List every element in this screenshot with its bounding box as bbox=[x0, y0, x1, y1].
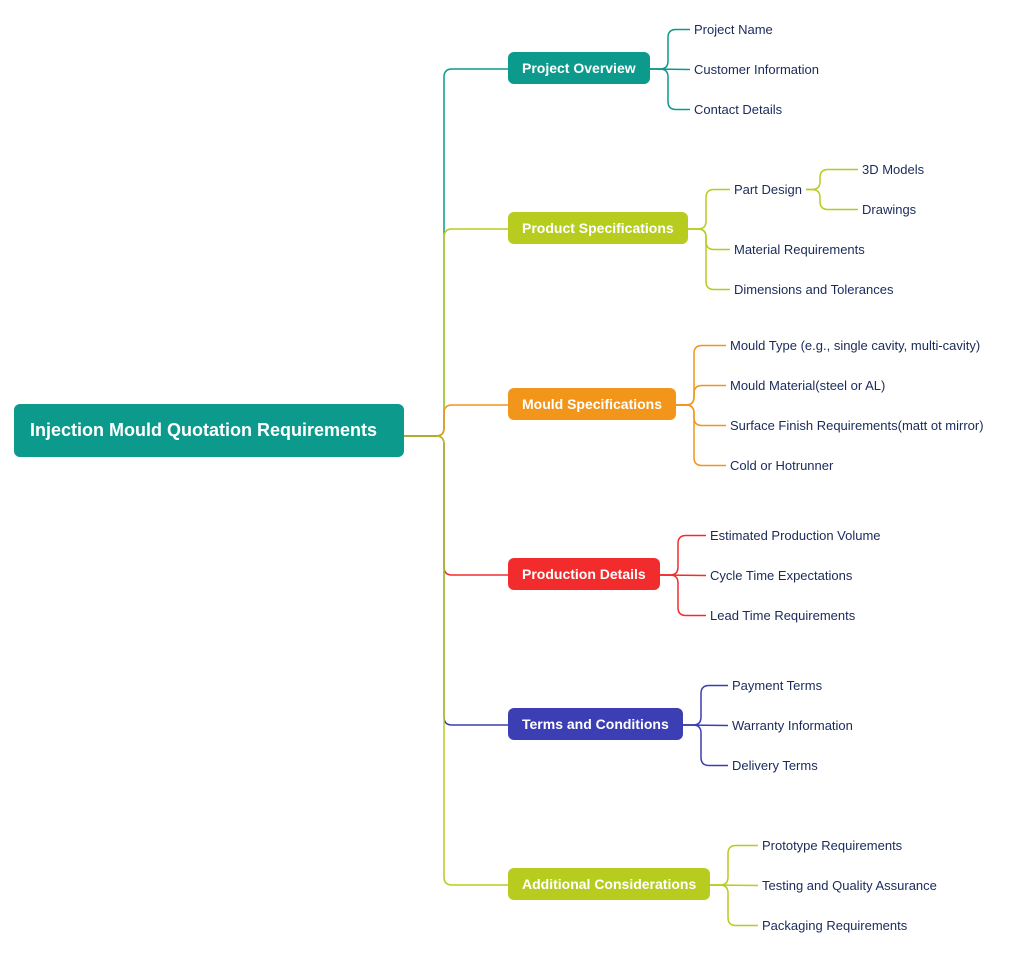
leaf-label: Drawings bbox=[862, 202, 916, 217]
leaf-label: Project Name bbox=[694, 22, 773, 37]
branch-label: Additional Considerations bbox=[522, 876, 696, 892]
leaf-node: Cycle Time Expectations bbox=[710, 568, 852, 583]
branch-node: Project Overview bbox=[508, 52, 650, 84]
root-node: Injection Mould Quotation Requirements bbox=[14, 404, 404, 457]
leaf-node: Part Design bbox=[734, 182, 802, 197]
connector-layer bbox=[0, 0, 1024, 972]
leaf-node: Payment Terms bbox=[732, 678, 822, 693]
leaf-label: Cold or Hotrunner bbox=[730, 458, 833, 473]
root-label: Injection Mould Quotation Requirements bbox=[30, 420, 377, 440]
branch-label: Terms and Conditions bbox=[522, 716, 669, 732]
leaf-node: Surface Finish Requirements(matt ot mirr… bbox=[730, 418, 984, 433]
leaf-label: Dimensions and Tolerances bbox=[734, 282, 893, 297]
leaf-label: Mould Type (e.g., single cavity, multi-c… bbox=[730, 338, 980, 353]
leaf-node: Warranty Information bbox=[732, 718, 853, 733]
leaf-label: Customer Information bbox=[694, 62, 819, 77]
leaf-label: Warranty Information bbox=[732, 718, 853, 733]
leaf-node: Mould Material(steel or AL) bbox=[730, 378, 885, 393]
leaf-node: Lead Time Requirements bbox=[710, 608, 855, 623]
leaf-node: Contact Details bbox=[694, 102, 782, 117]
branch-node: Additional Considerations bbox=[508, 868, 710, 900]
leaf-node: Mould Type (e.g., single cavity, multi-c… bbox=[730, 338, 980, 353]
leaf-label: Part Design bbox=[734, 182, 802, 197]
branch-node: Mould Specifications bbox=[508, 388, 676, 420]
leaf-label: Prototype Requirements bbox=[762, 838, 902, 853]
leaf-node: Prototype Requirements bbox=[762, 838, 902, 853]
leaf-label: Material Requirements bbox=[734, 242, 865, 257]
branch-node: Production Details bbox=[508, 558, 660, 590]
leaf-label: Payment Terms bbox=[732, 678, 822, 693]
leaf-node: Customer Information bbox=[694, 62, 819, 77]
leaf-node: 3D Models bbox=[862, 162, 924, 177]
leaf-label: Estimated Production Volume bbox=[710, 528, 881, 543]
branch-node: Product Specifications bbox=[508, 212, 688, 244]
leaf-label: Lead Time Requirements bbox=[710, 608, 855, 623]
leaf-node: Drawings bbox=[862, 202, 916, 217]
leaf-label: Packaging Requirements bbox=[762, 918, 907, 933]
leaf-node: Cold or Hotrunner bbox=[730, 458, 833, 473]
leaf-label: 3D Models bbox=[862, 162, 924, 177]
branch-label: Mould Specifications bbox=[522, 396, 662, 412]
leaf-label: Cycle Time Expectations bbox=[710, 568, 852, 583]
leaf-node: Delivery Terms bbox=[732, 758, 818, 773]
leaf-label: Testing and Quality Assurance bbox=[762, 878, 937, 893]
leaf-node: Packaging Requirements bbox=[762, 918, 907, 933]
leaf-node: Material Requirements bbox=[734, 242, 865, 257]
leaf-label: Delivery Terms bbox=[732, 758, 818, 773]
branch-label: Project Overview bbox=[522, 60, 636, 76]
leaf-label: Mould Material(steel or AL) bbox=[730, 378, 885, 393]
leaf-label: Contact Details bbox=[694, 102, 782, 117]
leaf-node: Testing and Quality Assurance bbox=[762, 878, 937, 893]
branch-label: Production Details bbox=[522, 566, 646, 582]
leaf-node: Dimensions and Tolerances bbox=[734, 282, 893, 297]
leaf-node: Estimated Production Volume bbox=[710, 528, 881, 543]
branch-node: Terms and Conditions bbox=[508, 708, 683, 740]
leaf-label: Surface Finish Requirements(matt ot mirr… bbox=[730, 418, 984, 433]
branch-label: Product Specifications bbox=[522, 220, 674, 236]
leaf-node: Project Name bbox=[694, 22, 773, 37]
